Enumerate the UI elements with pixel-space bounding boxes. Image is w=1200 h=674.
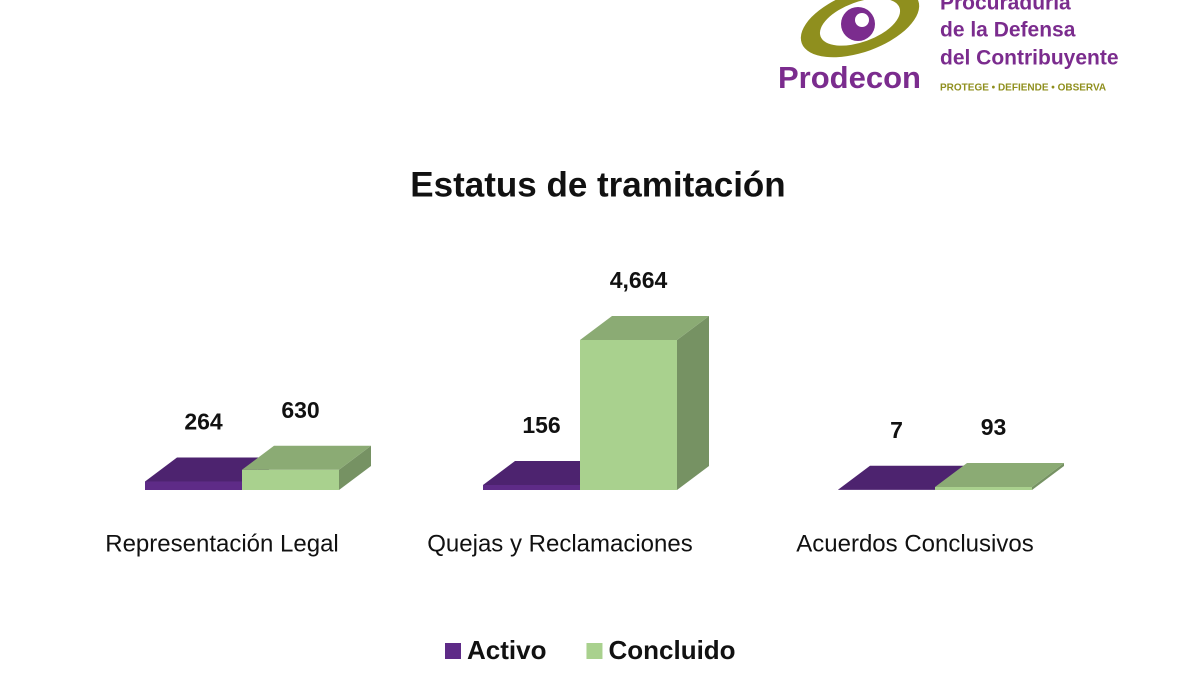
logo-line: de la Defensa [940,19,1076,42]
value-label: 630 [281,397,319,423]
logo-brand: Prodecon [778,60,921,95]
bar-top [242,445,371,470]
bar-side [677,316,709,490]
bar [935,487,1032,490]
value-label: 7 [890,417,903,443]
bar [145,481,242,490]
bar-top [838,465,967,490]
bar [483,484,580,490]
logo-line: Procuraduría [940,0,1071,15]
category-label: Representación Legal [105,530,339,557]
bar-top [935,463,1064,488]
chart-title: Estatus de tramitación [410,165,785,204]
value-label: 4,664 [610,267,668,293]
logo-line: del Contribuyente [940,47,1119,70]
bar-top [580,316,709,340]
bar-top [483,460,612,485]
bar-side [1032,463,1064,490]
legend-swatch [445,643,461,659]
legend-swatch [586,643,603,659]
bar [580,340,677,490]
bar [242,469,339,490]
category-label: Acuerdos Conclusivos [796,530,1033,557]
legend-label: Concluido [608,635,735,665]
value-label: 156 [522,412,560,438]
bar-top [145,457,274,482]
bar-side [339,445,371,490]
logo-pupil [855,13,869,27]
legend-label: Activo [467,635,546,665]
logo-tagline: PROTEGE • DEFIENDE • OBSERVA [940,83,1106,94]
value-label: 264 [184,409,223,435]
category-label: Quejas y Reclamaciones [427,530,692,557]
logo: Procuraduría de la Defensa del Contribuy… [778,0,1119,95]
value-label: 93 [981,414,1007,440]
